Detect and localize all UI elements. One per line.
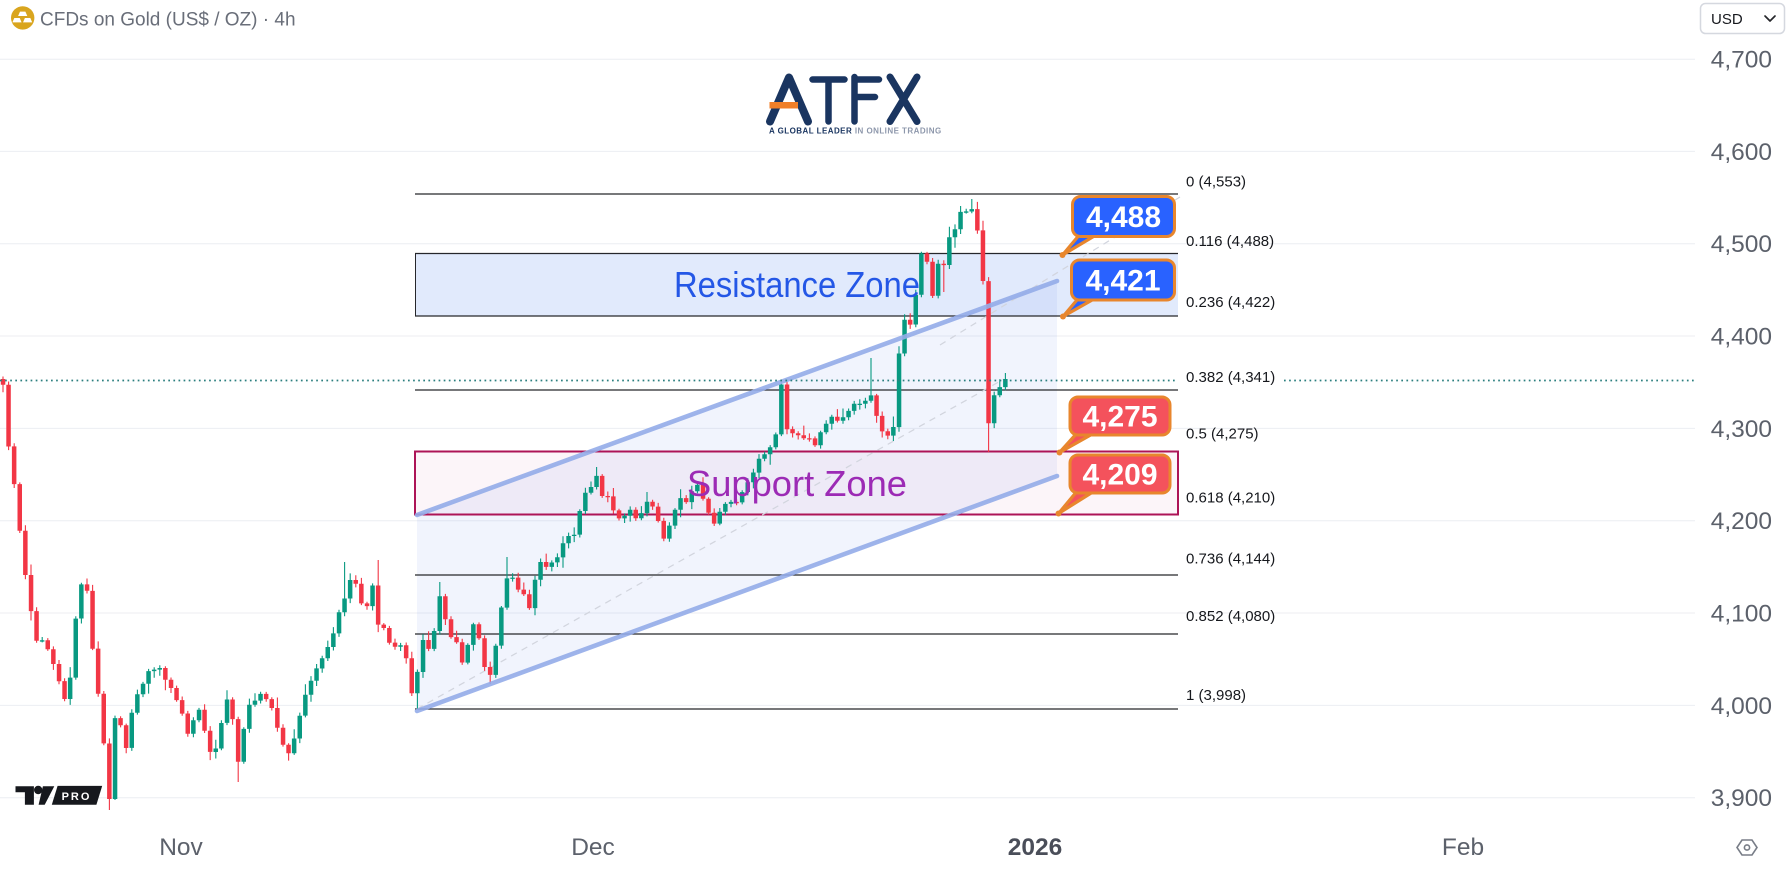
svg-text:4,100: 4,100 <box>1711 601 1772 628</box>
svg-text:0.236 (4,422): 0.236 (4,422) <box>1186 294 1275 311</box>
svg-text:0 (4,553): 0 (4,553) <box>1186 174 1246 191</box>
svg-text:Resistance Zone: Resistance Zone <box>674 264 920 305</box>
svg-text:4,209: 4,209 <box>1082 459 1157 492</box>
svg-text:4,488: 4,488 <box>1086 201 1161 234</box>
svg-text:4,700: 4,700 <box>1711 47 1772 74</box>
svg-text:4,200: 4,200 <box>1711 508 1772 535</box>
svg-text:0.382 (4,341): 0.382 (4,341) <box>1186 369 1275 386</box>
svg-text:0.852 (4,080): 0.852 (4,080) <box>1186 608 1275 625</box>
svg-text:0.5 (4,275): 0.5 (4,275) <box>1186 426 1259 443</box>
svg-text:0.736 (4,144): 0.736 (4,144) <box>1186 551 1275 568</box>
svg-text:4,300: 4,300 <box>1711 416 1772 443</box>
svg-text:0.618 (4,210): 0.618 (4,210) <box>1186 490 1275 507</box>
svg-text:4,500: 4,500 <box>1711 231 1772 258</box>
svg-text:Dec: Dec <box>571 834 615 861</box>
svg-text:Feb: Feb <box>1442 834 1484 861</box>
svg-text:4,421: 4,421 <box>1085 265 1160 298</box>
svg-text:2026: 2026 <box>1008 834 1063 861</box>
svg-text:CFDs on Gold (US$ / OZ) · 4h: CFDs on Gold (US$ / OZ) · 4h <box>40 10 296 31</box>
svg-text:4,600: 4,600 <box>1711 139 1772 166</box>
svg-text:USD: USD <box>1711 11 1743 28</box>
svg-text:4,275: 4,275 <box>1082 401 1157 434</box>
svg-text:A GLOBAL LEADER IN ONLINE TRAD: A GLOBAL LEADER IN ONLINE TRADING <box>769 127 942 136</box>
svg-text:4,000: 4,000 <box>1711 693 1772 720</box>
svg-text:PRO: PRO <box>62 791 92 803</box>
svg-text:Nov: Nov <box>159 834 203 861</box>
svg-text:0.116 (4,488): 0.116 (4,488) <box>1186 233 1274 250</box>
svg-text:4,400: 4,400 <box>1711 324 1772 351</box>
svg-text:Support Zone: Support Zone <box>687 463 907 504</box>
svg-text:1 (3,998): 1 (3,998) <box>1186 687 1246 704</box>
svg-text:3,900: 3,900 <box>1711 785 1772 812</box>
